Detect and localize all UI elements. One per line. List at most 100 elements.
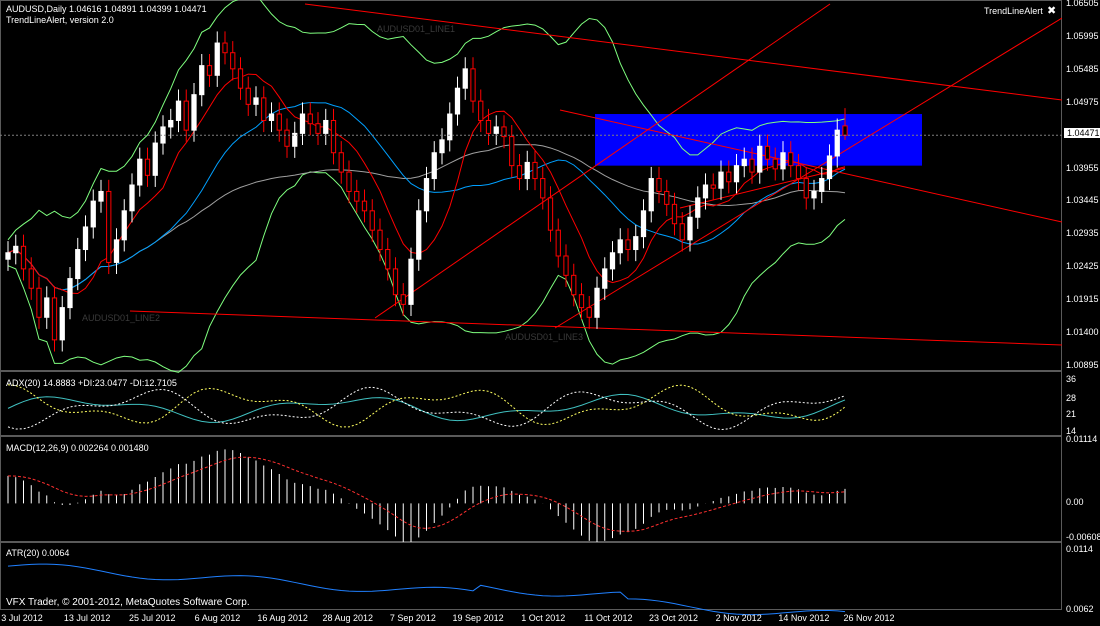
price-tick: 1.03955 [1066, 162, 1099, 173]
bollinger-upper [7, 0, 846, 241]
candle-body [284, 129, 290, 147]
atr-line [7, 563, 846, 616]
candle-body [516, 165, 523, 180]
candle-body [44, 297, 50, 318]
candle-body [191, 94, 197, 131]
candle-body [354, 190, 360, 202]
date-label: 6 Aug 2012 [194, 613, 241, 623]
candle-body [578, 294, 585, 309]
candle-body [695, 197, 701, 218]
candle-body [330, 119, 337, 154]
bollinger-lower [7, 171, 846, 373]
candle-body [222, 42, 228, 54]
price-tick: 1.01915 [1066, 294, 1099, 305]
date-label: 23 Oct 2012 [649, 613, 699, 623]
candle-body [671, 203, 678, 225]
plus-di-line [7, 384, 846, 428]
candle-body [532, 161, 538, 180]
candle-body [648, 178, 654, 212]
date-label: 13 Jul 2012 [63, 613, 111, 623]
price-tick: 1.02425 [1066, 261, 1099, 272]
atr-pane[interactable] [0, 542, 1062, 610]
atr-tick: 0.0062 [1066, 604, 1094, 614]
price-pane[interactable] [0, 0, 1062, 371]
candle-body [137, 158, 143, 186]
candle-body [431, 152, 437, 180]
indicator-line: TrendLineAlert, version 2.0 [6, 15, 114, 25]
candle-body [20, 245, 27, 270]
date-label: 1 Oct 2012 [521, 613, 566, 623]
candle-body [563, 255, 569, 276]
candle-body [230, 52, 236, 70]
candle-body [795, 165, 802, 180]
candle-body [509, 136, 515, 167]
candle-body [175, 100, 182, 121]
trend-line-2 [374, 3, 831, 319]
adx-tick: 21 [1066, 409, 1077, 420]
candle-body [625, 239, 631, 251]
candle-body [454, 87, 461, 115]
candle-body [764, 145, 771, 160]
candle-body [741, 158, 747, 167]
candle-body [67, 278, 73, 309]
candle-body [276, 113, 282, 131]
indicator-name: TrendLineAlert [984, 6, 1043, 16]
candle-body [82, 226, 89, 251]
line-label-1: AUDUSD01_LINE1 [377, 24, 456, 34]
atr-title: ATR(20) 0.0064 [6, 548, 70, 558]
candle-body [555, 229, 561, 257]
date-label: 25 Jul 2012 [129, 613, 176, 623]
candle-body [485, 119, 492, 134]
line-label-2: AUDUSD01_LINE2 [82, 313, 161, 323]
macd-title: MACD(12,26,9) 0.002264 0.001480 [6, 443, 149, 453]
candle-body [493, 126, 499, 134]
candle-body [121, 210, 127, 241]
candle-body [733, 165, 740, 183]
candle-body [292, 132, 298, 147]
candle-body [199, 65, 205, 96]
candle-body [757, 145, 763, 173]
candle-body [842, 125, 848, 136]
candle-body [470, 68, 476, 102]
candle-body [547, 197, 554, 231]
macd-pane[interactable] [0, 436, 1062, 542]
candle-body [168, 119, 174, 128]
candle-body [361, 200, 368, 212]
current-price-label: 1.04471 [1064, 128, 1100, 138]
price-tick: 1.06505 [1066, 0, 1099, 8]
candle-body [834, 129, 840, 157]
candle-body [656, 178, 662, 192]
adx-tick: 36 [1066, 374, 1077, 384]
candle-body [144, 158, 151, 176]
candle-body [385, 249, 391, 270]
adx-pane[interactable] [0, 371, 1062, 436]
price-tick: 1.00895 [1066, 360, 1099, 370]
price-tick: 1.04975 [1066, 96, 1099, 107]
candle-body [206, 65, 213, 76]
adx-line [7, 393, 846, 423]
candle-body [98, 190, 104, 202]
candle-body [586, 307, 592, 318]
candle-body [315, 123, 321, 134]
candle-body [501, 126, 507, 138]
close-icon[interactable]: ✖ [1047, 5, 1057, 17]
candle-body [602, 268, 608, 289]
macd-signal [7, 456, 846, 532]
candle-body [183, 100, 189, 131]
symbol-line: AUDUSD,Daily 1.04616 1.04891 1.04399 1.0… [6, 4, 207, 14]
line-label-3: AUDUSD01_LINE3 [505, 332, 584, 342]
candle-body [13, 245, 19, 254]
macd-tick: 0.00 [1066, 497, 1084, 508]
candle-body [408, 258, 414, 305]
trend-line-1 [129, 310, 1062, 346]
date-label: 28 Aug 2012 [322, 613, 374, 623]
candle-body [268, 113, 275, 121]
candle-body [788, 152, 794, 167]
date-label: 7 Sep 2012 [389, 613, 436, 623]
candle-body [75, 249, 81, 280]
trend-line-3 [554, 17, 1062, 329]
candle-body [819, 178, 825, 192]
candle-body [323, 119, 329, 134]
candle-body [439, 139, 445, 154]
candle-body [106, 190, 112, 263]
